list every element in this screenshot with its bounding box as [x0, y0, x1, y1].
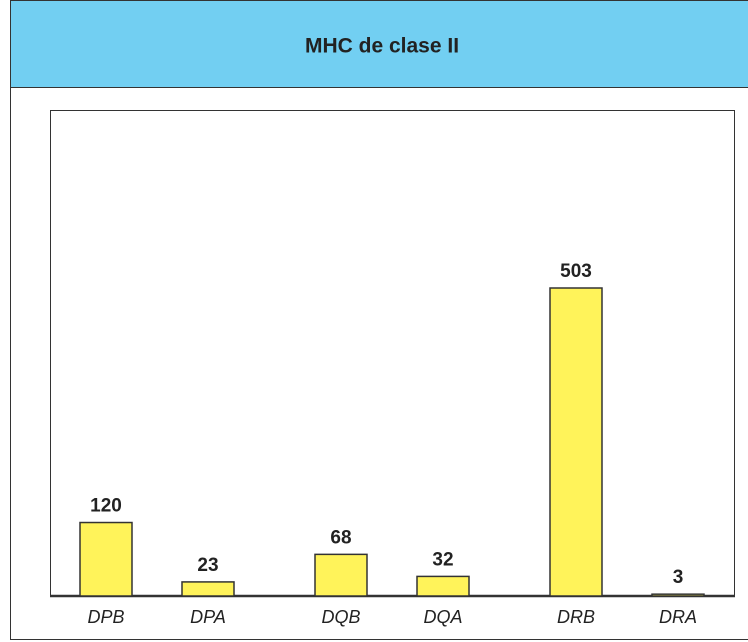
bar: [181, 581, 235, 597]
value-label: 503: [560, 261, 592, 282]
bar: [416, 575, 470, 597]
bar: [79, 521, 133, 597]
plot-frame: [50, 110, 735, 597]
x-tick-label: DPB: [87, 607, 124, 627]
value-label: 32: [432, 549, 453, 570]
x-tick-label: DPA: [190, 607, 226, 627]
value-label: 120: [90, 496, 122, 517]
x-tick-label: DQB: [321, 607, 360, 627]
value-label: 23: [197, 555, 218, 576]
chart-title: MHC de clase II: [305, 35, 459, 58]
bar: [314, 553, 368, 597]
value-label: 68: [330, 527, 351, 548]
value-label: 3: [673, 567, 684, 588]
x-tick-label: DRA: [659, 607, 697, 627]
x-tick-label: DQA: [423, 607, 462, 627]
bar: [549, 287, 603, 597]
header-band: [10, 0, 748, 88]
bar: [651, 593, 705, 597]
x-tick-label: DRB: [557, 607, 595, 627]
outer-frame: [10, 87, 748, 640]
